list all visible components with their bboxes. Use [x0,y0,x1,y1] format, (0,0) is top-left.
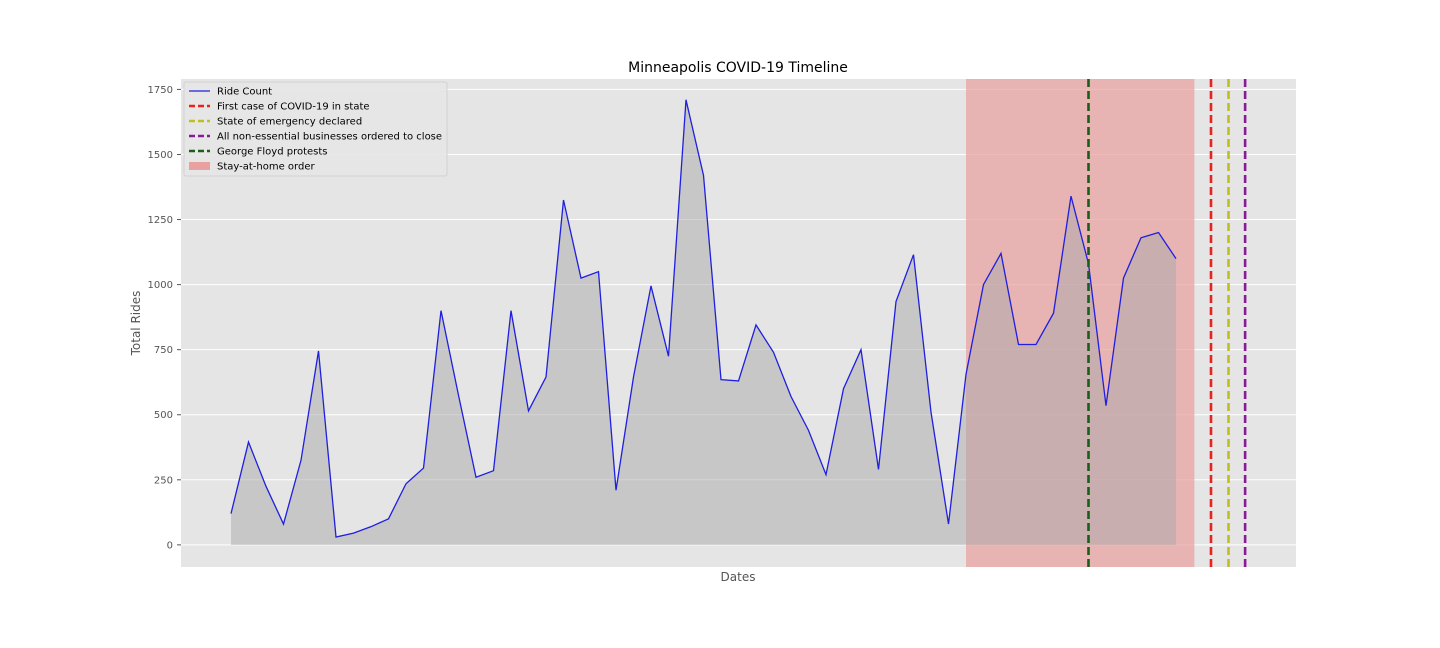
chart-title: Minneapolis COVID-19 Timeline [628,60,848,76]
legend-label: All non-essential businesses ordered to … [217,132,442,143]
ride-count-fill [231,99,1176,545]
legend-label: Stay-at-home order [217,162,315,173]
x-axis-label: Dates [721,570,756,584]
ride-count-area [230,99,1177,545]
legend-label: State of emergency declared [217,117,362,128]
legend-label: Ride Count [217,87,272,98]
ride-count-line [230,99,1177,538]
y-tick-label: 1250 [148,215,173,226]
y-tick-label: 0 [167,540,173,551]
legend-label: George Floyd protests [217,147,328,158]
legend-label: First case of COVID-19 in state [217,102,370,113]
y-tick-label: 750 [154,345,173,356]
y-tick-label: 250 [154,475,173,486]
legend-swatch [189,162,210,170]
legend-box [183,81,448,177]
event-lines [1087,79,1247,567]
y-axis-label: Total Rides [129,291,143,357]
legend: Ride Count First case of COVID-19 in stat… [183,81,448,177]
y-tick-label: 1500 [148,150,173,161]
y-tick-label: 1750 [148,85,173,96]
y-tick-label: 1000 [148,280,173,291]
y-tick-label: 500 [154,410,173,421]
y-axis-ticks: 0 250 500 750 1000 1250 1500 1750 [148,85,181,551]
